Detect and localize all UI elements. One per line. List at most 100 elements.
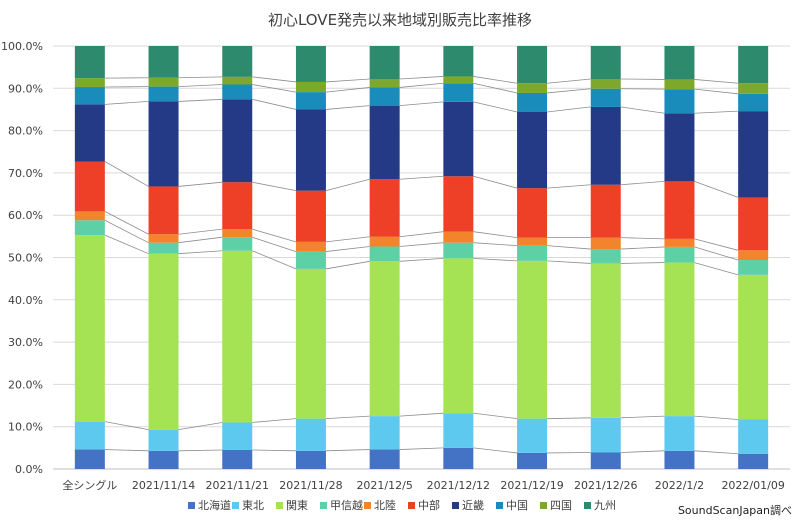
bar-segment (148, 242, 179, 254)
series-connector-line (620, 106, 665, 114)
bar-segment (517, 418, 548, 453)
series-connector-line (178, 236, 223, 244)
series-connector-line (473, 231, 518, 239)
bar-segment (295, 109, 326, 191)
bar-segment (443, 242, 474, 259)
bar-segment (74, 220, 105, 236)
bar-segment (664, 113, 695, 182)
series-connector-line (104, 449, 149, 452)
bar-segment (590, 106, 621, 185)
series-connector-line (547, 88, 591, 94)
series-connector-line (104, 421, 149, 431)
bar-segment (738, 111, 769, 198)
series-connector-line (399, 412, 444, 417)
x-tick-label: 全シングル (62, 478, 117, 492)
bar-segment (517, 245, 548, 261)
series-connector-line (473, 101, 518, 113)
series-connector-line (178, 228, 223, 235)
series-connector-line (104, 234, 149, 255)
bar-segment (295, 418, 326, 451)
series-connector-line (325, 178, 370, 192)
bar-segment (148, 253, 179, 430)
series-connector-line (252, 76, 296, 83)
series-connector-line (620, 237, 665, 240)
bar-segment (517, 260, 548, 419)
legend-label: 甲信越 (330, 498, 363, 512)
bar-segment (369, 105, 400, 180)
bar-segment (74, 421, 105, 450)
y-tick-label: 60.0% (8, 209, 43, 222)
series-connector-line (178, 250, 223, 255)
bar-segment (222, 46, 253, 77)
bar-segment (295, 92, 326, 110)
bar-segment (369, 46, 400, 79)
legend-swatch (452, 502, 459, 509)
legend-swatch (188, 502, 195, 509)
y-tick-label: 0.0% (15, 463, 43, 476)
bar-segment (222, 250, 253, 423)
series-connector-line (473, 257, 518, 262)
bar-segment (148, 101, 179, 187)
bar-segment (443, 101, 474, 177)
bar-segment (590, 263, 621, 418)
bar-segment (517, 111, 548, 189)
series-connector-line (325, 105, 370, 110)
series-connector-line (694, 110, 739, 114)
series-connector-line (620, 180, 665, 186)
x-tick-label: 2021/12/26 (574, 479, 637, 492)
source-note: SoundScanJapan調べ (678, 503, 792, 517)
bars (74, 46, 769, 469)
bar-segment (738, 453, 769, 469)
bar-segment (590, 237, 621, 250)
series-connector-line (473, 76, 518, 84)
series-connector-line (178, 422, 223, 431)
bar-segment (664, 238, 695, 247)
series-connector-line (473, 412, 518, 420)
bar-segment (443, 46, 474, 77)
series-connector-line (399, 257, 444, 262)
bar-segment (369, 449, 400, 469)
chart-title: 初心LOVE発売以来地域別販売比率推移 (268, 11, 532, 29)
series-connector-line (178, 98, 223, 102)
series-connector-line (620, 262, 665, 264)
bar-segment (222, 84, 253, 100)
bar-segment (590, 46, 621, 79)
series-connector-line (547, 417, 591, 420)
series-connector-line (325, 246, 370, 252)
series-connector-line (178, 449, 223, 452)
bar-segment (295, 241, 326, 252)
series-connector-line (547, 245, 591, 250)
bar-segment (443, 258, 474, 414)
bar-segment (664, 450, 695, 469)
x-axis-ticks: 全シングル 2021/11/14 2021/11/21 2021/11/28 2021/… (62, 478, 785, 492)
series-connector-line (325, 236, 370, 243)
bar-segment (222, 99, 253, 183)
legend-label: 九州 (594, 499, 616, 512)
bar-segment (369, 261, 400, 417)
bar-segment (148, 429, 179, 451)
bar-segment (222, 237, 253, 251)
bar-segment (148, 450, 179, 469)
series-connector-line (694, 88, 739, 95)
y-tick-label: 40.0% (8, 294, 43, 307)
bar-segment (517, 237, 548, 246)
series-connector-line (325, 87, 370, 93)
legend-swatch (540, 502, 547, 509)
series-connector-line (473, 82, 518, 94)
x-tick-label: 2021/11/21 (206, 479, 269, 492)
legend-label: 北海道 (198, 498, 231, 512)
bar-segment (222, 182, 253, 230)
bar-segment (517, 46, 548, 84)
x-tick-label: 2022/01/09 (721, 479, 784, 492)
bar-segment (74, 87, 105, 105)
legend-label: 中部 (418, 498, 440, 512)
legend-label: 近畿 (462, 498, 484, 512)
bar-segment (148, 77, 179, 87)
bar-segment (664, 89, 695, 114)
legend-swatch (364, 502, 371, 509)
series-connector-line (399, 447, 444, 450)
bar-segment (222, 229, 253, 238)
series-connector-line (399, 231, 444, 238)
x-tick-label: 2021/12/5 (356, 479, 412, 492)
